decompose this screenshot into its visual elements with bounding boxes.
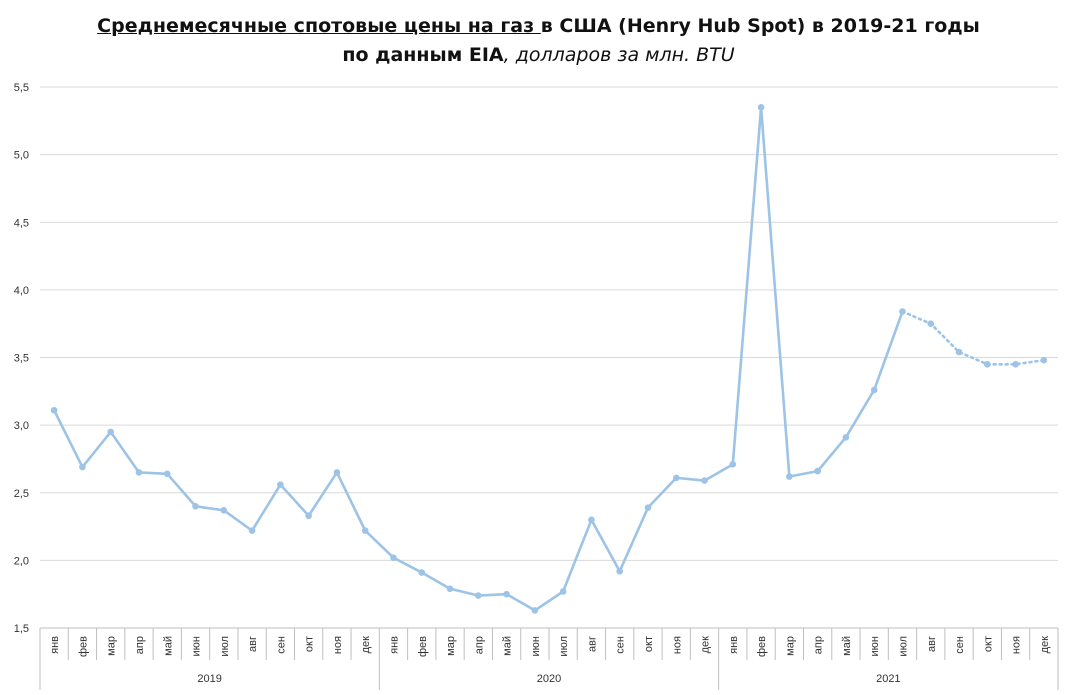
x-tick-label: янв <box>728 636 740 654</box>
x-tick-label: май <box>162 636 174 656</box>
x-tick-label: сен <box>275 636 287 654</box>
x-tick-label: апр <box>813 636 825 654</box>
x-tick-label: сен <box>954 636 966 654</box>
chart-title: Среднемесячные спотовые цены на газ в СШ… <box>0 12 1077 70</box>
y-tick-label: 4,0 <box>14 285 29 297</box>
x-tick-label: май <box>841 636 853 656</box>
data-point <box>899 308 906 315</box>
data-point <box>220 507 228 514</box>
data-point <box>107 428 114 436</box>
data-point <box>870 386 878 394</box>
data-point <box>446 585 454 593</box>
year-label: 2021 <box>876 673 900 685</box>
x-tick-label: май <box>502 636 514 656</box>
x-tick-label: дек <box>360 636 372 654</box>
title-rest-part: в США (Henry Hub Spot) в 2019-21 годы <box>540 15 980 37</box>
y-tick-label: 5,0 <box>14 150 29 162</box>
x-tick-label: июл <box>897 636 909 657</box>
x-tick-label: фев <box>756 636 768 657</box>
y-tick-label: 3,5 <box>14 353 29 365</box>
year-label: 2019 <box>197 673 221 685</box>
data-point <box>927 320 935 327</box>
data-point <box>984 360 991 368</box>
title-underlined-part: Среднемесячные спотовые цены на газ <box>97 15 541 37</box>
data-point <box>1012 360 1019 368</box>
x-tick-label: окт <box>304 636 316 652</box>
data-point <box>588 516 595 524</box>
data-point <box>248 527 256 534</box>
data-point <box>192 502 199 510</box>
x-tick-label: июн <box>191 636 203 656</box>
data-point <box>1040 356 1048 364</box>
y-tick-label: 5,5 <box>14 82 29 94</box>
data-point <box>672 474 680 482</box>
x-tick-label: авг <box>586 636 598 652</box>
data-point <box>757 103 765 111</box>
x-tick-label: сен <box>615 636 627 654</box>
x-tick-label: янв <box>49 636 61 654</box>
data-point <box>418 569 426 576</box>
data-point <box>701 477 708 484</box>
data-point <box>531 607 539 614</box>
x-tick-label: окт <box>643 636 655 652</box>
x-tick-label: авг <box>247 636 259 652</box>
data-point <box>163 470 171 478</box>
year-label: 2020 <box>537 673 561 685</box>
x-tick-label: апр <box>473 636 485 654</box>
data-point <box>361 527 369 534</box>
data-point <box>786 473 793 480</box>
x-tick-label: июл <box>219 636 231 657</box>
x-tick-label: мар <box>784 636 796 656</box>
data-point <box>842 433 850 441</box>
x-tick-label: дек <box>1039 636 1051 654</box>
data-point <box>503 590 510 598</box>
data-point <box>559 588 567 595</box>
series-line-forecast <box>901 310 1046 366</box>
title-source: по данным EIA <box>342 44 504 66</box>
data-point <box>333 469 341 476</box>
series-line-actual <box>52 105 904 612</box>
x-tick-label: ноя <box>671 636 683 654</box>
data-point <box>616 567 623 575</box>
x-tick-label: ноя <box>1011 636 1023 654</box>
data-point <box>135 469 143 476</box>
data-point <box>729 461 737 468</box>
title-line-2: по данным EIA, долларов за млн. BTU <box>0 41 1077 70</box>
x-tick-label: июн <box>530 636 542 656</box>
x-tick-label: фев <box>417 636 429 657</box>
data-point <box>305 512 312 520</box>
data-point <box>475 592 482 599</box>
data-point <box>814 467 821 475</box>
x-tick-label: дек <box>700 636 712 654</box>
x-tick-label: янв <box>388 636 400 654</box>
x-tick-label: мар <box>106 636 118 656</box>
y-tick-label: 4,5 <box>14 217 29 229</box>
data-point <box>644 504 652 511</box>
x-tick-label: фев <box>77 636 89 657</box>
data-point <box>277 481 284 488</box>
data-point <box>955 348 963 356</box>
y-tick-label: 2,5 <box>14 488 29 500</box>
x-tick-label: мар <box>445 636 457 656</box>
data-point <box>79 463 86 471</box>
x-tick-label: окт <box>982 636 994 652</box>
title-line-1: Среднемесячные спотовые цены на газ в СШ… <box>0 12 1077 41</box>
title-units: , долларов за млн. BTU <box>503 44 735 66</box>
data-point <box>50 406 58 414</box>
x-tick-label: июн <box>869 636 881 656</box>
y-tick-label: 1,5 <box>14 623 29 635</box>
y-tick-label: 3,0 <box>14 420 29 432</box>
x-tick-label: апр <box>134 636 146 654</box>
y-tick-label: 2,0 <box>14 555 29 567</box>
x-tick-label: авг <box>926 636 938 652</box>
x-tick-label: ноя <box>332 636 344 654</box>
data-point <box>390 554 397 561</box>
x-tick-label: июл <box>558 636 570 657</box>
